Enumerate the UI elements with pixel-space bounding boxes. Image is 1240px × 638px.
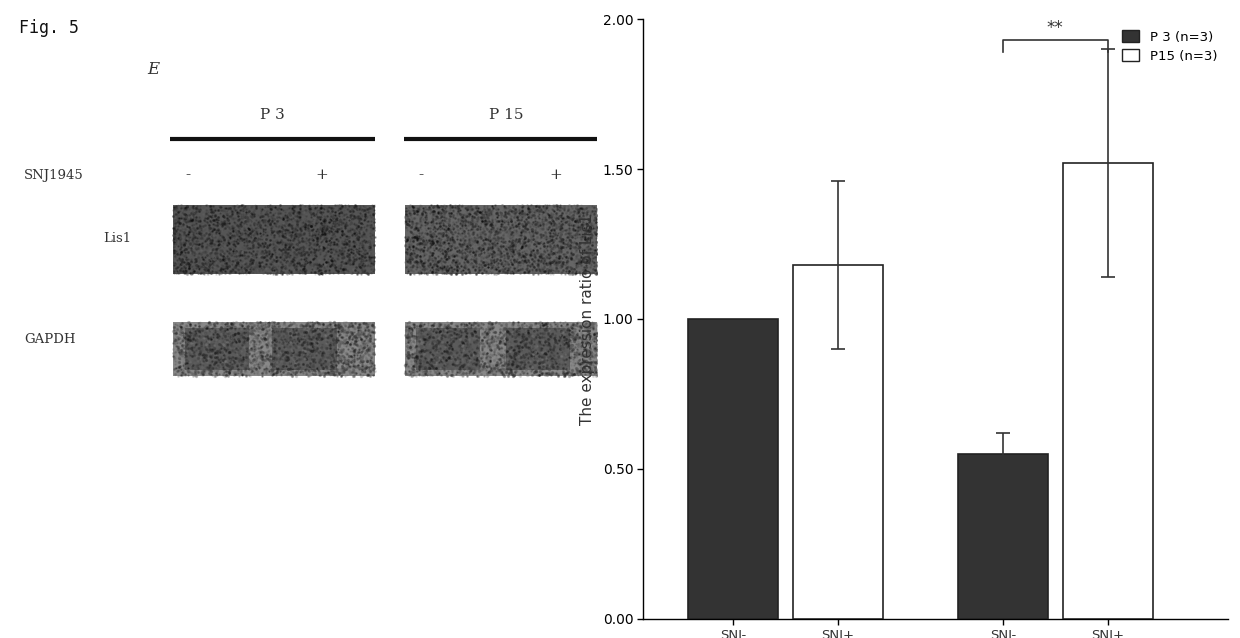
Bar <box>185 328 249 370</box>
Y-axis label: The expression ratio of Lis1: The expression ratio of Lis1 <box>579 213 594 425</box>
Legend: P 3 (n=3), P15 (n=3): P 3 (n=3), P15 (n=3) <box>1118 26 1221 66</box>
Bar <box>415 328 480 370</box>
Text: P 3: P 3 <box>260 108 285 122</box>
Text: +: + <box>316 168 329 182</box>
Bar <box>1063 163 1153 619</box>
Text: -: - <box>419 168 424 182</box>
Text: **: ** <box>1047 19 1064 37</box>
Bar <box>506 328 570 370</box>
Text: Lis1: Lis1 <box>103 232 131 244</box>
Text: SNJ1945: SNJ1945 <box>24 168 84 182</box>
Text: Fig. 5: Fig. 5 <box>19 19 78 37</box>
Bar <box>174 205 374 274</box>
Bar <box>405 205 609 274</box>
Bar <box>794 265 883 619</box>
Text: E: E <box>146 61 159 78</box>
Text: GAPDH: GAPDH <box>24 334 76 346</box>
Bar <box>273 328 336 370</box>
Text: +: + <box>549 168 562 182</box>
Bar <box>174 322 374 376</box>
Bar <box>405 322 609 376</box>
Bar <box>688 319 779 619</box>
Text: P 15: P 15 <box>489 108 523 122</box>
Bar <box>959 454 1048 619</box>
Text: -: - <box>185 168 190 182</box>
